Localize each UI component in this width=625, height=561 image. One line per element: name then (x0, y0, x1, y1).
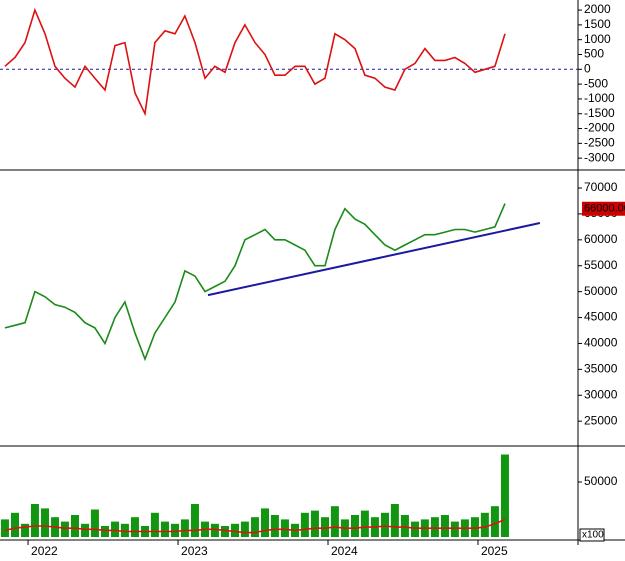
line-series (4, 203, 506, 362)
y-tick-label: 25000 (584, 413, 618, 427)
y-tick-label: -3000 (584, 150, 615, 164)
last-price-box (582, 201, 625, 216)
volume-bar (10, 512, 19, 537)
y-tick-label: -1000 (584, 91, 615, 105)
volume-bar (390, 503, 399, 537)
volume-bar (130, 517, 139, 537)
volume-bar (490, 506, 499, 537)
line-series (4, 7, 506, 117)
y-tick-label: 40000 (584, 336, 618, 350)
volume-bar (111, 521, 120, 537)
volume-bar (70, 514, 79, 537)
volume-bar (280, 519, 289, 537)
x-tick-label: 2024 (331, 544, 358, 558)
y-tick-label: 50000 (584, 284, 618, 298)
volume-bar (500, 454, 509, 537)
volume-bar (60, 521, 69, 537)
volume-bar (180, 519, 189, 537)
y-tick-label: 30000 (584, 387, 618, 401)
volume-bar (450, 521, 459, 537)
trend-line (207, 222, 541, 297)
volume-bar (261, 508, 270, 537)
volume-bar (190, 503, 199, 537)
y-tick-label: 2000 (584, 2, 611, 16)
volume-bar (150, 512, 159, 537)
volume-bar (81, 523, 90, 537)
line-series (4, 518, 506, 534)
volume-bar (400, 514, 409, 537)
y-tick-label: 55000 (584, 258, 618, 272)
y-tick-label: 0 (584, 61, 591, 75)
volume-unit: x100 (582, 530, 604, 541)
volume-bar (120, 523, 129, 537)
volume-bar (21, 523, 30, 537)
y-tick-label: -2000 (584, 121, 615, 135)
y-tick-label: 50000 (584, 474, 618, 488)
volume-bar (100, 525, 109, 537)
volume-bar (330, 506, 339, 537)
volume-bar (171, 523, 180, 537)
x-tick-label: 2025 (481, 544, 508, 558)
volume-bar (90, 509, 99, 537)
volume-bar (300, 512, 309, 537)
y-tick-label: 500 (584, 47, 604, 61)
volume-bar (210, 523, 219, 537)
y-tick-label: 70000 (584, 180, 618, 194)
volume-bar (380, 512, 389, 537)
volume-bar (250, 517, 259, 537)
volume-bar (40, 508, 49, 537)
x-tick-label: 2022 (31, 544, 58, 558)
y-tick-label: 1500 (584, 17, 611, 31)
y-tick-label: 60000 (584, 232, 618, 246)
y-tick-label: 35000 (584, 362, 618, 376)
volume-bar (350, 514, 359, 537)
last-price-label: 66000.00 (584, 203, 625, 215)
volume-bar (470, 517, 479, 537)
x-tick-label: 2023 (181, 544, 208, 558)
volume-bar (220, 525, 229, 537)
volume-bar (30, 503, 39, 537)
unit-box (579, 528, 605, 542)
volume-bar (240, 521, 249, 537)
y-tick-label: -2500 (584, 136, 615, 150)
volume-bar (0, 519, 9, 537)
y-tick-label: -500 (584, 76, 608, 90)
volume-bar (480, 512, 489, 537)
y-tick-label: -1500 (584, 106, 615, 120)
volume-bar (320, 517, 329, 537)
y-tick-label: 1000 (584, 32, 611, 46)
volume-bar (360, 510, 369, 537)
volume-bar (440, 514, 449, 537)
y-tick-label: 45000 (584, 310, 618, 324)
volume-bar (270, 514, 279, 537)
volume-bar (231, 523, 240, 537)
volume-bar (410, 521, 419, 537)
volume-bar (430, 517, 439, 537)
volume-bar (160, 521, 169, 537)
volume-bar (310, 510, 319, 537)
